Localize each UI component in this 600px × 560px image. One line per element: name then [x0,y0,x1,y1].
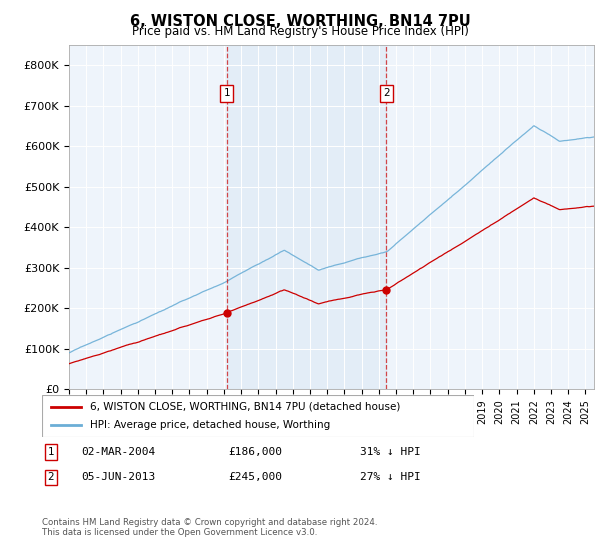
Text: HPI: Average price, detached house, Worthing: HPI: Average price, detached house, Wort… [89,420,330,430]
Text: 05-JUN-2013: 05-JUN-2013 [81,472,155,482]
FancyBboxPatch shape [42,395,474,437]
Text: 31% ↓ HPI: 31% ↓ HPI [360,447,421,457]
Text: Contains HM Land Registry data © Crown copyright and database right 2024.
This d: Contains HM Land Registry data © Crown c… [42,518,377,538]
Text: £245,000: £245,000 [228,472,282,482]
Bar [227,45,386,389]
Text: 6, WISTON CLOSE, WORTHING, BN14 7PU (detached house): 6, WISTON CLOSE, WORTHING, BN14 7PU (det… [89,402,400,412]
Text: 6, WISTON CLOSE, WORTHING, BN14 7PU: 6, WISTON CLOSE, WORTHING, BN14 7PU [130,14,470,29]
Text: 27% ↓ HPI: 27% ↓ HPI [360,472,421,482]
Text: 02-MAR-2004: 02-MAR-2004 [81,447,155,457]
Text: 2: 2 [383,88,389,99]
Text: £186,000: £186,000 [228,447,282,457]
Text: 1: 1 [224,88,230,99]
Text: Price paid vs. HM Land Registry's House Price Index (HPI): Price paid vs. HM Land Registry's House … [131,25,469,38]
Text: 1: 1 [47,447,55,457]
Text: 2: 2 [47,472,55,482]
